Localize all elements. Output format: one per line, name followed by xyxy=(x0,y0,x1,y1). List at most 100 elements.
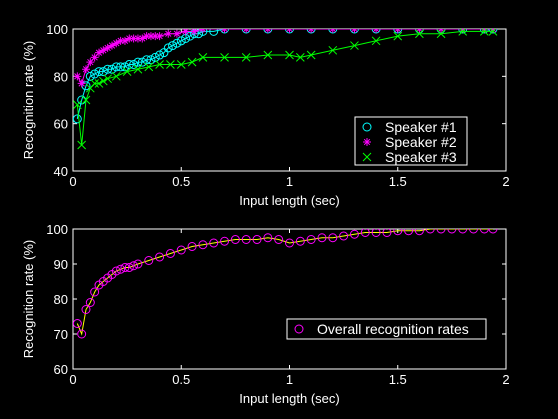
data-point xyxy=(124,60,134,69)
y-axis-label: Recognition rate (%) xyxy=(21,240,36,359)
data-point xyxy=(99,46,108,55)
x-tick-label: 0 xyxy=(69,372,76,387)
data-point xyxy=(198,29,208,36)
data-point xyxy=(144,256,154,265)
data-point xyxy=(94,79,104,88)
data-point xyxy=(415,29,424,39)
data-point xyxy=(98,67,108,77)
x-axis-label: Input length (sec) xyxy=(239,193,339,208)
x-tick-label: 0.5 xyxy=(172,174,190,189)
legend-box xyxy=(286,318,487,340)
data-point xyxy=(209,29,219,36)
x-tick-label: 2 xyxy=(502,372,509,387)
x-tick-label: 1 xyxy=(286,174,293,189)
data-point xyxy=(133,34,142,43)
legend-label: Speaker #2 xyxy=(385,134,457,150)
data-point xyxy=(86,58,95,67)
data-point xyxy=(120,62,130,72)
data-point xyxy=(112,39,121,48)
data-point xyxy=(198,53,208,62)
data-point xyxy=(172,29,181,38)
data-point xyxy=(142,55,152,65)
data-point xyxy=(371,36,381,46)
data-point xyxy=(382,229,392,237)
data-point xyxy=(73,114,82,124)
data-point xyxy=(285,50,294,60)
data-point xyxy=(263,233,273,243)
data-point xyxy=(220,53,229,62)
data-point xyxy=(90,69,100,79)
legend-box xyxy=(354,116,468,166)
data-point xyxy=(90,287,100,297)
x-tick-label: 1.5 xyxy=(389,372,407,387)
data-point xyxy=(90,53,99,62)
legend-label: Overall recognition rates xyxy=(317,321,469,337)
data-point xyxy=(285,238,294,248)
data-point xyxy=(107,64,117,74)
data-point xyxy=(90,79,100,88)
data-point xyxy=(181,29,190,36)
data-point xyxy=(111,62,121,72)
data-point xyxy=(107,41,116,50)
data-point xyxy=(349,229,359,239)
data-point xyxy=(129,60,139,69)
legend-marker xyxy=(363,138,371,146)
data-point xyxy=(133,259,143,269)
legend-marker xyxy=(362,122,372,132)
data-point xyxy=(339,231,349,241)
data-point xyxy=(436,29,446,39)
y-tick-label: 90 xyxy=(54,257,68,272)
chart-bottom: 0 0.5 1 1.5 2 60 70 80 90 100 Input length (sec) Re… xyxy=(21,222,510,406)
data-point xyxy=(73,100,82,110)
series-line xyxy=(76,229,493,336)
y-tick-label: 60 xyxy=(54,117,68,132)
data-point xyxy=(190,29,199,36)
data-point xyxy=(85,298,95,307)
y-tick-label: 100 xyxy=(46,22,68,37)
plot-area xyxy=(73,229,498,339)
data-point xyxy=(111,71,121,81)
data-point xyxy=(116,264,126,274)
legend-marker xyxy=(362,152,372,162)
data-point xyxy=(165,249,175,258)
data-point xyxy=(85,71,95,81)
data-point xyxy=(328,233,338,243)
data-point xyxy=(230,235,240,244)
data-point xyxy=(125,34,134,43)
y-tick-label: 80 xyxy=(54,292,68,307)
data-point xyxy=(295,236,305,246)
data-point xyxy=(144,62,154,72)
x-tick-label: 2 xyxy=(502,174,509,189)
data-point xyxy=(73,319,82,328)
data-point xyxy=(137,57,147,67)
data-point xyxy=(241,235,251,244)
data-point xyxy=(94,48,103,57)
data-point xyxy=(447,229,457,234)
data-point xyxy=(111,266,121,276)
data-point xyxy=(220,236,230,246)
data-point xyxy=(138,34,147,43)
data-point xyxy=(81,305,91,314)
data-point xyxy=(425,229,435,234)
data-point xyxy=(116,62,126,72)
data-point xyxy=(185,31,195,41)
data-point xyxy=(155,252,165,262)
data-point xyxy=(458,229,468,234)
data-point xyxy=(209,238,219,248)
data-point xyxy=(295,53,305,62)
x-tick-label: 1 xyxy=(286,372,293,387)
data-point xyxy=(155,32,164,41)
data-point xyxy=(146,55,156,65)
data-point xyxy=(306,50,316,60)
y-tick-label: 70 xyxy=(54,327,68,342)
y-tick-label: 80 xyxy=(54,69,68,84)
data-point xyxy=(103,64,113,74)
data-point xyxy=(317,233,327,243)
plot-area xyxy=(73,29,498,150)
data-point xyxy=(77,79,86,88)
data-point xyxy=(479,229,489,234)
data-point xyxy=(252,235,262,244)
y-tick-label: 100 xyxy=(46,222,68,237)
series-line xyxy=(76,29,493,120)
